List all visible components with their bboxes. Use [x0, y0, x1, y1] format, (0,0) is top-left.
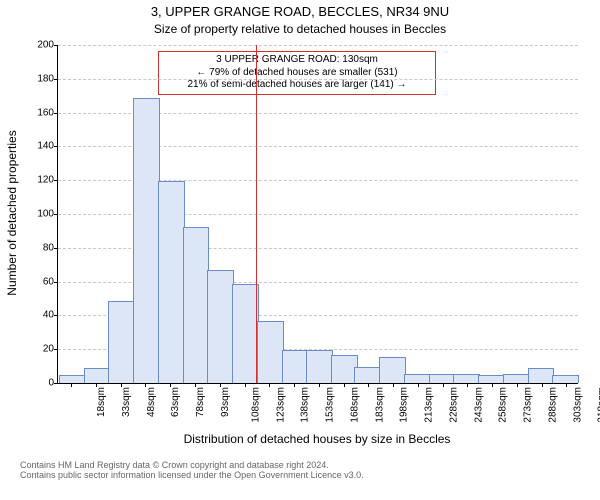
- histogram-bar: [84, 368, 111, 383]
- histogram-bar: [552, 375, 579, 383]
- annotation-line: 21% of semi-detached houses are larger (…: [163, 79, 431, 92]
- x-tick-label: 273sqm: [523, 387, 534, 423]
- chart-subtitle: Size of property relative to detached ho…: [0, 22, 600, 36]
- x-tick-label: 303sqm: [572, 387, 583, 423]
- histogram-bar: [478, 375, 505, 383]
- histogram-bar: [306, 350, 333, 383]
- histogram-bar: [183, 227, 210, 383]
- annotation-line: ← 79% of detached houses are smaller (53…: [163, 67, 431, 80]
- y-tick-label: 40: [43, 310, 58, 321]
- attribution-text: Contains HM Land Registry data © Crown c…: [0, 460, 600, 480]
- x-tick-label: 63sqm: [171, 387, 182, 417]
- y-tick-label: 160: [37, 107, 58, 118]
- histogram-bar: [528, 368, 555, 383]
- histogram-bar: [379, 357, 406, 383]
- x-tick-label: 18sqm: [96, 387, 107, 417]
- annotation-box: 3 UPPER GRANGE ROAD: 130sqm← 79% of deta…: [158, 51, 436, 95]
- chart-title: 3, UPPER GRANGE ROAD, BECCLES, NR34 9NU: [0, 4, 600, 19]
- histogram-bar: [404, 374, 431, 383]
- y-tick-label: 20: [43, 344, 58, 355]
- histogram-bar: [158, 181, 185, 383]
- x-tick-label: 198sqm: [399, 387, 410, 423]
- histogram-bar: [207, 270, 234, 383]
- x-tick-label: 228sqm: [448, 387, 459, 423]
- x-tick-label: 183sqm: [374, 387, 385, 423]
- histogram-bar: [232, 284, 259, 383]
- histogram-bar: [354, 367, 381, 383]
- y-tick-label: 100: [37, 209, 58, 220]
- x-tick-label: 168sqm: [349, 387, 360, 423]
- attribution-line: Contains public sector information licen…: [20, 470, 600, 480]
- x-tick-label: 93sqm: [220, 387, 231, 417]
- y-tick-label: 0: [48, 378, 58, 389]
- histogram-bar: [429, 374, 456, 383]
- x-tick-label: 258sqm: [498, 387, 509, 423]
- chart-container: 3, UPPER GRANGE ROAD, BECCLES, NR34 9NU …: [0, 0, 600, 500]
- x-tick-label: 108sqm: [250, 387, 261, 423]
- x-tick-label: 138sqm: [300, 387, 311, 423]
- histogram-bar: [108, 301, 135, 383]
- reference-line: [256, 45, 257, 383]
- y-tick-label: 60: [43, 276, 58, 287]
- y-tick-label: 80: [43, 242, 58, 253]
- y-gridline: [58, 45, 578, 46]
- x-tick-label: 48sqm: [146, 387, 157, 417]
- y-tick-label: 200: [37, 40, 58, 51]
- histogram-bar: [282, 350, 309, 383]
- y-gridline: [58, 79, 578, 80]
- x-tick-label: 123sqm: [275, 387, 286, 423]
- histogram-bar: [59, 375, 86, 383]
- x-tick-label: 78sqm: [195, 387, 206, 417]
- x-tick-label: 153sqm: [325, 387, 336, 423]
- y-tick-label: 180: [37, 73, 58, 84]
- y-tick-label: 140: [37, 141, 58, 152]
- histogram-bar: [257, 321, 284, 383]
- plot-area: 3 UPPER GRANGE ROAD: 130sqm← 79% of deta…: [57, 45, 578, 384]
- histogram-bar: [133, 98, 160, 383]
- annotation-line: 3 UPPER GRANGE ROAD: 130sqm: [163, 54, 431, 67]
- x-tick-label: 33sqm: [121, 387, 132, 417]
- histogram-bar: [503, 374, 530, 383]
- x-axis-label: Distribution of detached houses by size …: [57, 432, 577, 446]
- y-tick-label: 120: [37, 175, 58, 186]
- x-tick-label: 288sqm: [547, 387, 558, 423]
- y-axis-label: Number of detached properties: [5, 113, 19, 313]
- x-tick-label: 243sqm: [473, 387, 484, 423]
- attribution-line: Contains HM Land Registry data © Crown c…: [20, 460, 600, 470]
- histogram-bar: [453, 374, 480, 383]
- x-tick-label: 213sqm: [424, 387, 435, 423]
